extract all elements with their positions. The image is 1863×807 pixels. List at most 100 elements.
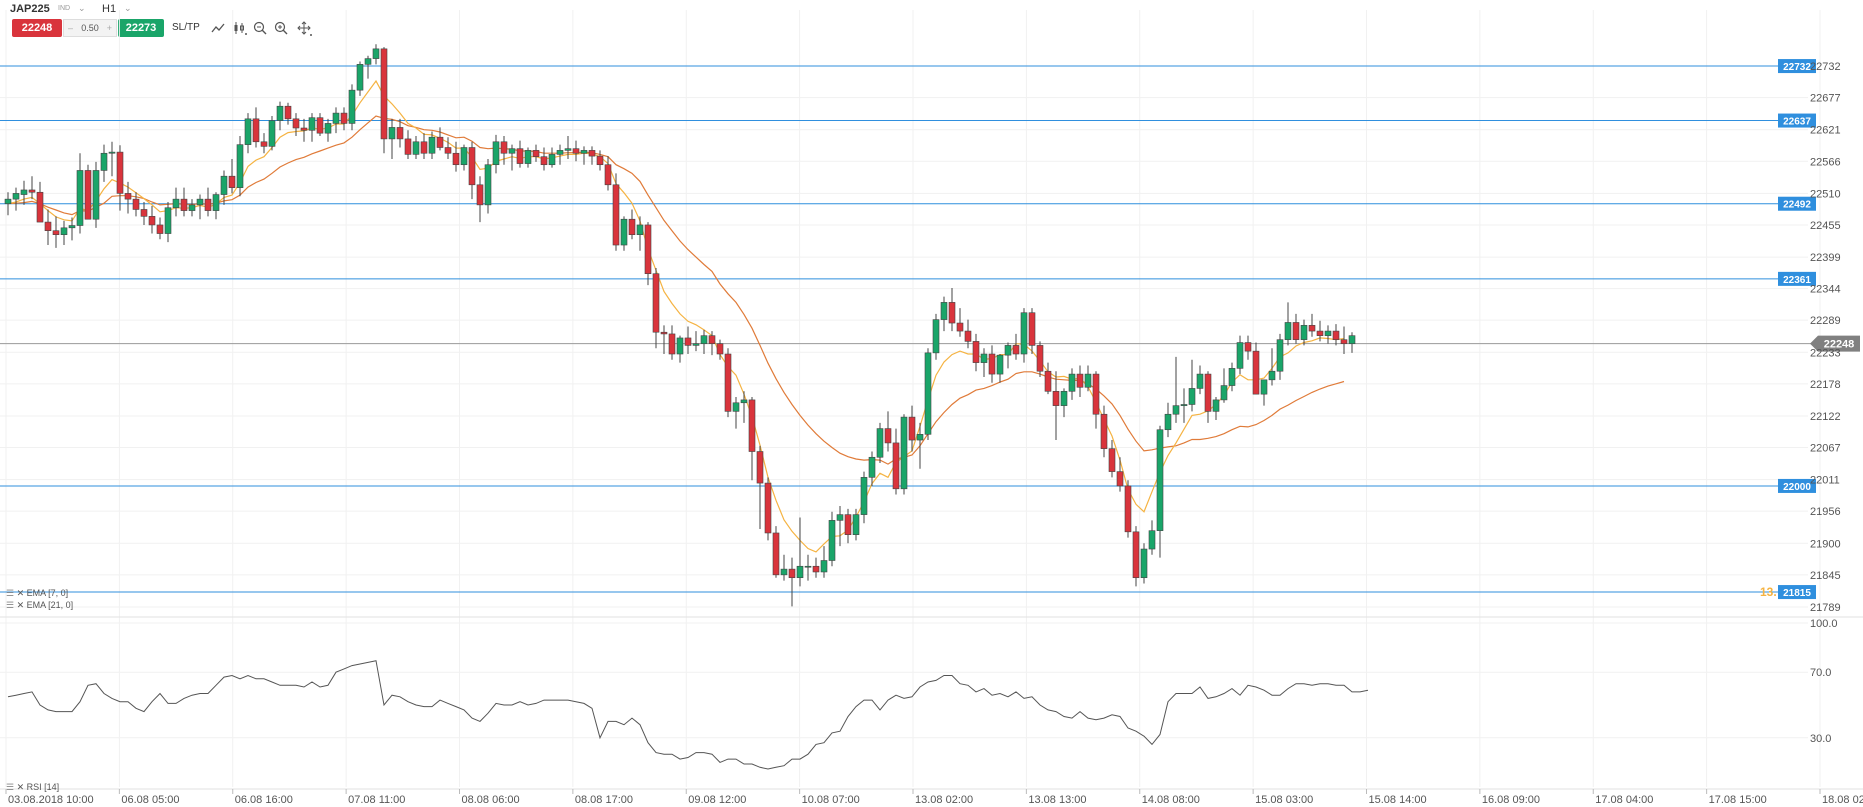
candle: [332, 107, 340, 134]
close-icon[interactable]: ✕: [16, 782, 25, 792]
menu-icon[interactable]: ☰: [6, 782, 15, 792]
candle: [404, 130, 412, 159]
sltp-button[interactable]: SL/TP: [172, 22, 200, 33]
candle: [52, 216, 60, 248]
candle-body: [300, 127, 308, 131]
time-axis-label: 17.08 04:00: [1595, 794, 1653, 806]
candle: [476, 176, 484, 223]
candles-icon[interactable]: [232, 20, 248, 36]
close-icon[interactable]: ✕: [16, 600, 25, 610]
candle: [284, 102, 292, 125]
candle: [196, 194, 204, 220]
candle: [1308, 313, 1316, 337]
candle-body: [844, 514, 852, 535]
candle-body: [828, 520, 836, 561]
candle-body: [892, 442, 900, 490]
candle: [1052, 371, 1060, 441]
candle-body: [988, 353, 996, 375]
menu-icon[interactable]: ☰: [6, 600, 15, 610]
sell-button[interactable]: 22248: [12, 19, 62, 37]
time-axis-label: 10.08 07:00: [802, 794, 860, 806]
candle-body: [308, 117, 316, 131]
candle-body: [780, 568, 788, 576]
timeframe-selector[interactable]: H1: [102, 3, 117, 15]
candle-body: [52, 230, 60, 236]
symbol-selector[interactable]: JAP225: [10, 3, 50, 15]
candle-body: [1060, 390, 1068, 406]
candle-body: [44, 221, 52, 231]
close-icon[interactable]: ✕: [16, 588, 25, 598]
candle-body: [268, 120, 276, 147]
price-level-tag-text: 21815: [1783, 588, 1811, 599]
candle-body: [548, 154, 556, 166]
time-axis-label: 03.08.2018 10:00: [8, 794, 94, 806]
candle-body: [804, 565, 812, 568]
buy-button[interactable]: 22273: [118, 19, 164, 37]
candle: [700, 329, 708, 355]
candle-body: [1316, 330, 1324, 336]
candle-body: [1212, 399, 1220, 412]
candle: [996, 354, 1004, 383]
line-chart-icon[interactable]: [210, 20, 226, 36]
candle: [1228, 362, 1236, 392]
rsi-label-text: RSI [14]: [26, 782, 60, 792]
menu-icon[interactable]: ☰: [6, 588, 15, 598]
candle: [1028, 308, 1036, 355]
candle-body: [196, 198, 204, 206]
ema21-line: [7, 115, 1345, 465]
increase-quantity-button[interactable]: +: [106, 23, 112, 33]
candle-body: [652, 273, 660, 333]
zoom-out-icon[interactable]: [252, 20, 268, 36]
candle: [924, 348, 932, 441]
rsi-label[interactable]: ☰ ✕ RSI [14]: [6, 782, 59, 793]
rsi-line: [7, 660, 1369, 770]
candle: [780, 554, 788, 581]
candle: [628, 209, 636, 240]
candle: [1180, 388, 1188, 423]
candle-body: [1324, 330, 1332, 336]
candle: [1036, 341, 1044, 377]
candle-body: [332, 112, 340, 124]
decrease-quantity-button[interactable]: –: [68, 23, 74, 33]
ema21-label[interactable]: ☰ ✕ EMA [21, 0]: [6, 600, 73, 611]
time-axis-label: 06.08 16:00: [235, 794, 293, 806]
candle: [804, 554, 812, 581]
candle-body: [92, 170, 100, 220]
candle: [316, 113, 324, 137]
candle-body: [924, 352, 932, 435]
chevron-down-icon[interactable]: ⌄: [78, 3, 86, 13]
candle-body: [1236, 342, 1244, 369]
candle-body: [708, 335, 716, 344]
candle: [1348, 332, 1356, 353]
candle-body: [668, 333, 676, 355]
candle: [1268, 348, 1276, 386]
move-icon[interactable]: [296, 20, 312, 36]
ema7-label[interactable]: ☰ ✕ EMA [7, 0]: [6, 588, 68, 599]
candle-body: [868, 456, 876, 478]
candle-body: [1284, 322, 1292, 340]
time-axis-label: 13.08 02:00: [915, 794, 973, 806]
candle-body: [1108, 448, 1116, 472]
candle: [1092, 371, 1100, 429]
zoom-in-icon[interactable]: [273, 20, 289, 36]
price-level-tag: 22637: [1778, 113, 1816, 128]
candle-body: [1292, 322, 1300, 340]
ema21-label-text: EMA [21, 0]: [26, 600, 74, 610]
candle: [1340, 326, 1348, 355]
chevron-down-icon[interactable]: ⌄: [124, 3, 132, 13]
candle-body: [964, 330, 972, 342]
quantity-stepper[interactable]: – 0.50 +: [63, 19, 117, 37]
candle-body: [1220, 385, 1228, 401]
candle: [444, 137, 452, 159]
candle: [612, 173, 620, 251]
candle-body: [212, 194, 220, 211]
candle-body: [28, 189, 36, 193]
candle-body: [132, 198, 140, 210]
quantity-input[interactable]: 0.50: [81, 23, 99, 33]
price-level-tag-text: 22000: [1783, 482, 1811, 493]
candle-body: [436, 136, 444, 148]
candle-body: [4, 198, 12, 205]
candle: [420, 133, 428, 159]
candle-body: [1124, 485, 1132, 533]
